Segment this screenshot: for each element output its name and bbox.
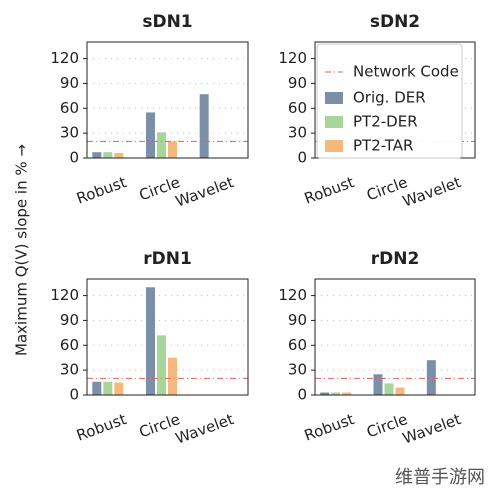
- bar: [168, 141, 177, 158]
- legend: Network Code Orig. DER PT2-DER PT2-TAR: [316, 43, 463, 159]
- watermark: 维普手游网: [395, 467, 485, 488]
- x-tick-label: Robust: [302, 410, 357, 445]
- y-tick-label: 30: [288, 124, 307, 142]
- bar: [146, 287, 155, 395]
- axes-frame: [314, 278, 476, 396]
- y-tick-label: 30: [60, 124, 79, 142]
- y-tick-label: 120: [50, 49, 79, 67]
- legend-label: PT2-TAR: [353, 137, 413, 155]
- y-axis-label: Maximum Q(V) slope in % →: [13, 144, 31, 356]
- x-tick-label: Wavelet: [400, 173, 463, 211]
- y-tick-label: 0: [297, 149, 307, 167]
- y-tick-label: 120: [278, 286, 307, 304]
- bar: [395, 387, 405, 395]
- bar: [114, 153, 124, 158]
- legend-swatch: [325, 116, 343, 128]
- y-tick-label: 0: [69, 386, 79, 404]
- bar: [168, 357, 177, 395]
- y-tick-label: 0: [297, 386, 307, 404]
- chart-title: sDN2: [370, 12, 420, 32]
- x-tick-label: Robust: [74, 173, 129, 208]
- legend-label: Orig. DER: [353, 89, 426, 107]
- y-tick-label: 60: [288, 336, 307, 354]
- bar: [384, 383, 394, 395]
- bar: [103, 152, 113, 158]
- bar: [103, 381, 113, 395]
- bar: [373, 374, 383, 395]
- y-tick-label: 90: [288, 74, 307, 92]
- legend-swatch: [325, 140, 343, 152]
- y-tick-label: 90: [60, 74, 79, 92]
- bar: [114, 382, 124, 395]
- x-tick-label: Wavelet: [173, 410, 236, 448]
- y-tick-label: 60: [60, 99, 79, 117]
- bar: [92, 381, 102, 395]
- y-tick-label: 0: [69, 149, 79, 167]
- bar: [331, 392, 341, 395]
- bar: [199, 94, 209, 158]
- y-tick-label: 90: [60, 311, 79, 329]
- bar: [92, 152, 102, 158]
- y-tick-label: 60: [288, 99, 307, 117]
- x-tick-label: Wavelet: [173, 173, 236, 211]
- chart-title: rDN1: [143, 249, 192, 269]
- y-tick-label: 120: [50, 286, 79, 304]
- legend-label: Network Code: [353, 63, 459, 81]
- x-tick-label: Robust: [302, 173, 357, 208]
- bar: [146, 112, 155, 158]
- bar: [342, 392, 352, 395]
- bar: [426, 360, 436, 395]
- y-tick-label: 30: [60, 361, 79, 379]
- axes-frame: [86, 41, 249, 159]
- bar: [157, 132, 166, 158]
- bar: [157, 335, 166, 395]
- bar: [320, 392, 330, 395]
- y-tick-label: 120: [278, 49, 307, 67]
- chart-title: sDN1: [142, 12, 192, 32]
- axes-frame: [86, 278, 249, 396]
- y-tick-label: 90: [288, 311, 307, 329]
- x-tick-label: Robust: [74, 410, 129, 445]
- x-tick-label: Wavelet: [400, 410, 463, 448]
- y-tick-label: 60: [60, 336, 79, 354]
- chart-title: rDN2: [371, 249, 420, 269]
- legend-label: PT2-DER: [353, 113, 418, 131]
- legend-box: [316, 43, 463, 159]
- y-tick-label: 30: [288, 361, 307, 379]
- legend-swatch: [325, 92, 343, 104]
